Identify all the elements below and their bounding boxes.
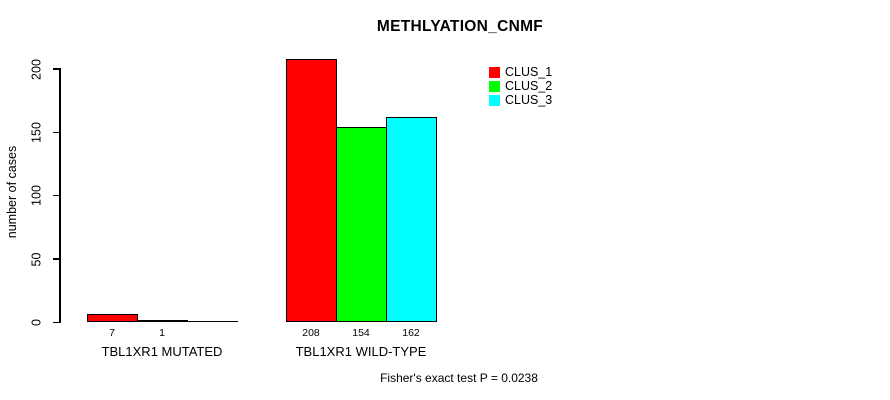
legend-swatch-clus-1-icon: [489, 66, 500, 78]
y-tick-mark: [52, 68, 60, 70]
bar-clus-2-group1: [137, 320, 189, 323]
legend-label-clus-3: CLUS_3: [505, 93, 553, 107]
legend-item-clus-3: CLUS_3: [489, 93, 552, 107]
y-tick-mark: [52, 131, 60, 134]
legend-label-clus-1: CLUS_1: [505, 65, 553, 79]
bar-clus-2-group2: [336, 127, 388, 323]
legend-item-clus-1: CLUS_1: [489, 65, 552, 79]
bar-clus-1-group2: [286, 58, 338, 323]
legend-swatch-clus-3-icon: [489, 94, 500, 106]
bar-clus-3-group2: [386, 117, 438, 323]
category-label-group2: TBL1XR1 WILD-TYPE: [295, 344, 427, 359]
y-tick-label: 200: [29, 58, 44, 80]
stat-annotation: Fisher's exact test P = 0.0238: [380, 371, 538, 385]
y-tick-mark: [52, 258, 60, 260]
legend-item-clus-2: CLUS_2: [489, 79, 552, 93]
bar-value-label-clus-1-group1: 7: [109, 326, 115, 339]
y-tick-label: 100: [29, 185, 44, 207]
legend: CLUS_1 CLUS_2 CLUS_3: [489, 65, 552, 107]
legend-swatch-clus-2-icon: [489, 80, 500, 92]
y-tick-mark: [52, 195, 60, 197]
y-tick-label: 150: [29, 121, 44, 143]
y-tick-mark: [52, 321, 60, 324]
bar-clus-1-group1: [87, 313, 139, 323]
y-tick-label: 50: [29, 252, 44, 267]
category-label-group1: TBL1XR1 MUTATED: [101, 344, 223, 359]
y-axis-label: number of cases: [5, 145, 19, 239]
bar-value-label-clus-2-group1: 1: [159, 326, 165, 339]
bar-clus-3-group1: [187, 321, 239, 323]
legend-label-clus-2: CLUS_2: [505, 79, 553, 93]
bar-value-label-clus-2-group2: 154: [352, 326, 370, 339]
y-tick-label: 0: [29, 319, 44, 326]
bar-value-label-clus-3-group2: 162: [402, 326, 420, 339]
bar-value-label-clus-1-group2: 208: [302, 326, 320, 339]
chart-title: METHLYATION_CNMF: [376, 18, 544, 35]
